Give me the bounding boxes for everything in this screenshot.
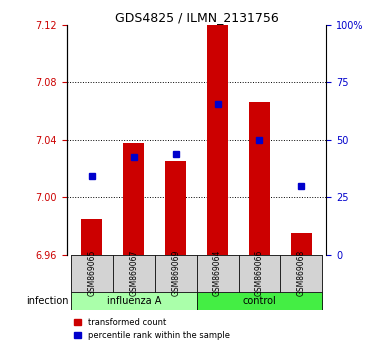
Title: GDS4825 / ILMN_2131756: GDS4825 / ILMN_2131756: [115, 11, 279, 24]
Text: GSM869067: GSM869067: [129, 259, 138, 306]
Text: control: control: [243, 296, 276, 306]
Text: GSM869069: GSM869069: [171, 259, 180, 306]
Text: GSM869064: GSM869064: [213, 259, 222, 306]
FancyBboxPatch shape: [280, 255, 322, 310]
Text: GSM869066: GSM869066: [255, 259, 264, 306]
Bar: [123, 143, 144, 255]
Bar: [82, 219, 102, 255]
FancyBboxPatch shape: [113, 255, 155, 292]
Text: GSM869064: GSM869064: [213, 250, 222, 297]
FancyBboxPatch shape: [155, 255, 197, 292]
Bar: [291, 233, 312, 255]
Bar: [249, 102, 270, 255]
Text: GSM869069: GSM869069: [171, 250, 180, 297]
Text: GSM869065: GSM869065: [88, 250, 96, 297]
Bar: [207, 25, 228, 255]
Text: influenza A: influenza A: [106, 296, 161, 306]
FancyBboxPatch shape: [71, 255, 113, 310]
FancyBboxPatch shape: [239, 255, 280, 292]
FancyBboxPatch shape: [197, 292, 322, 310]
FancyBboxPatch shape: [239, 255, 280, 310]
Text: GSM869067: GSM869067: [129, 250, 138, 297]
FancyBboxPatch shape: [197, 255, 239, 310]
FancyBboxPatch shape: [71, 292, 197, 310]
Text: GSM869068: GSM869068: [297, 259, 306, 306]
Text: GSM869065: GSM869065: [88, 259, 96, 306]
FancyBboxPatch shape: [71, 255, 113, 292]
FancyBboxPatch shape: [155, 255, 197, 310]
Bar: [165, 161, 186, 255]
Legend: transformed count, percentile rank within the sample: transformed count, percentile rank withi…: [71, 314, 233, 343]
FancyBboxPatch shape: [280, 255, 322, 292]
FancyBboxPatch shape: [113, 255, 155, 310]
Text: infection: infection: [26, 296, 69, 306]
Text: GSM869068: GSM869068: [297, 250, 306, 296]
FancyBboxPatch shape: [197, 255, 239, 292]
Text: GSM869066: GSM869066: [255, 250, 264, 297]
